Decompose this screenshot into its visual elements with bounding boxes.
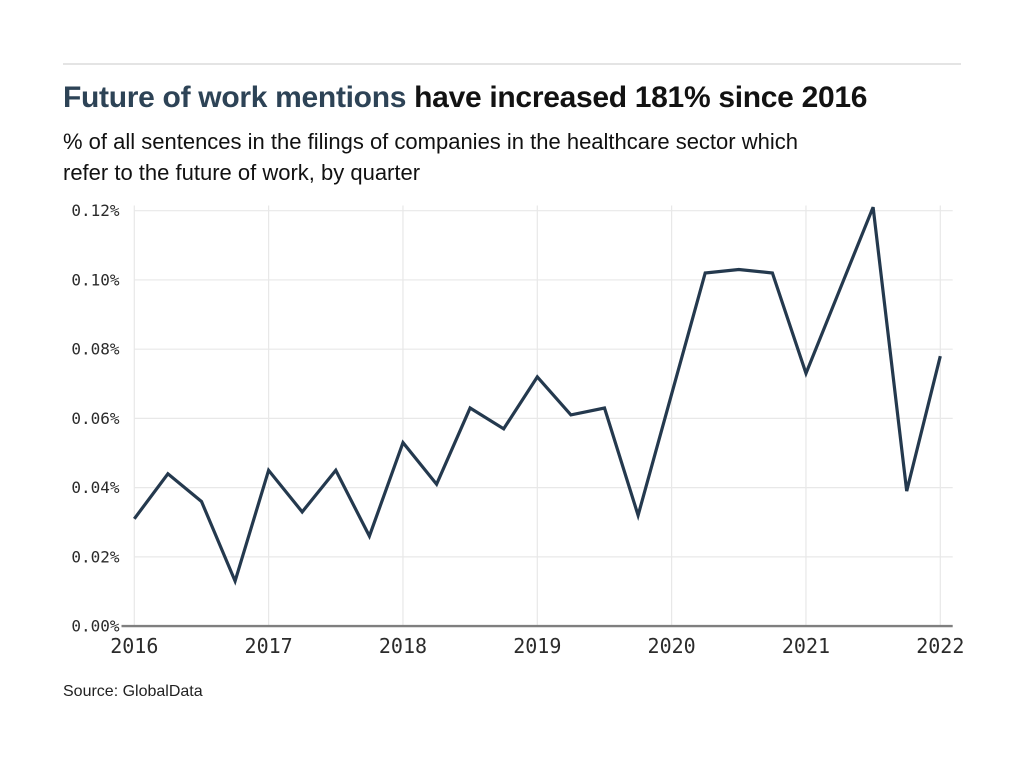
- page-title-rest: have increased 181% since 2016: [406, 81, 868, 114]
- x-tick-label: 2019: [513, 634, 561, 658]
- x-tick-label: 2018: [379, 634, 427, 658]
- y-tick-label: 0.08%: [71, 340, 120, 359]
- source-attribution: Source: GlobalData: [63, 683, 203, 700]
- y-tick-label: 0.02%: [71, 547, 120, 566]
- y-tick-label: 0.12%: [71, 201, 120, 220]
- x-tick-label: 2020: [648, 634, 696, 658]
- y-tick-label: 0.04%: [71, 478, 120, 497]
- y-tick-label: 0.00%: [71, 617, 120, 636]
- chart-subtitle: % of all sentences in the filings of com…: [63, 126, 993, 188]
- x-tick-label: 2022: [916, 634, 964, 658]
- x-tick-label: 2021: [782, 634, 830, 658]
- x-tick-label: 2016: [110, 634, 158, 658]
- page-title: Future of work mentions have increased 1…: [63, 81, 993, 115]
- y-tick-label: 0.10%: [71, 270, 120, 289]
- header-divider: [63, 63, 961, 65]
- chart-subtitle-line1: % of all sentences in the filings of com…: [63, 129, 798, 154]
- y-tick-label: 0.06%: [71, 409, 120, 428]
- x-tick-label: 2017: [245, 634, 293, 658]
- chart-subtitle-line2: refer to the future of work, by quarter: [63, 160, 421, 185]
- page-title-highlight: Future of work mentions: [63, 81, 407, 114]
- series-line: [133, 206, 942, 586]
